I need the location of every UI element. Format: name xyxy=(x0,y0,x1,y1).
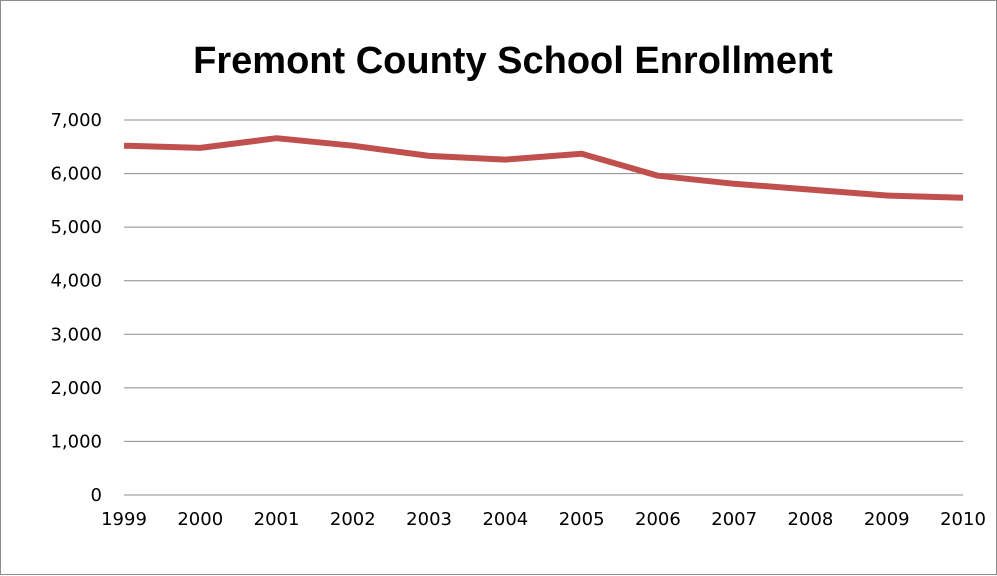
y-axis-tick-labels: 0 1,000 2,000 3,000 4,000 5,000 6,000 7,000 xyxy=(50,110,102,506)
series-line xyxy=(123,135,964,201)
y-tick-label: 1,000 xyxy=(50,431,102,452)
x-axis-tick-labels: 1999 2000 2001 2002 2003 2004 2005 2006 2007 2008… xyxy=(101,509,986,530)
y-tick-label: 6,000 xyxy=(50,164,102,185)
y-tick-label: 7,000 xyxy=(50,110,102,131)
x-tick-label: 2007 xyxy=(711,509,757,530)
y-tick-label: 2,000 xyxy=(50,378,102,399)
chart-title: Fremont County School Enrollment xyxy=(193,40,833,82)
x-tick-label: 2004 xyxy=(482,509,528,530)
x-tick-label: 2001 xyxy=(254,509,300,530)
x-tick-label: 2003 xyxy=(406,509,452,530)
y-tick-label: 4,000 xyxy=(50,271,102,292)
y-tick-label: 5,000 xyxy=(50,217,102,238)
x-tick-label: 2008 xyxy=(788,509,834,530)
y-tick-label: 0 xyxy=(91,485,102,506)
y-tick-label: 3,000 xyxy=(50,324,102,345)
x-tick-label: 2006 xyxy=(635,509,681,530)
x-tick-label: 2005 xyxy=(559,509,605,530)
x-tick-label: 2002 xyxy=(330,509,376,530)
x-tick-label: 2000 xyxy=(177,509,223,530)
series-group xyxy=(123,135,964,201)
gridlines xyxy=(124,119,963,496)
x-tick-label: 2009 xyxy=(864,509,910,530)
x-tick-label: 2010 xyxy=(940,509,986,530)
x-tick-label: 1999 xyxy=(101,509,147,530)
